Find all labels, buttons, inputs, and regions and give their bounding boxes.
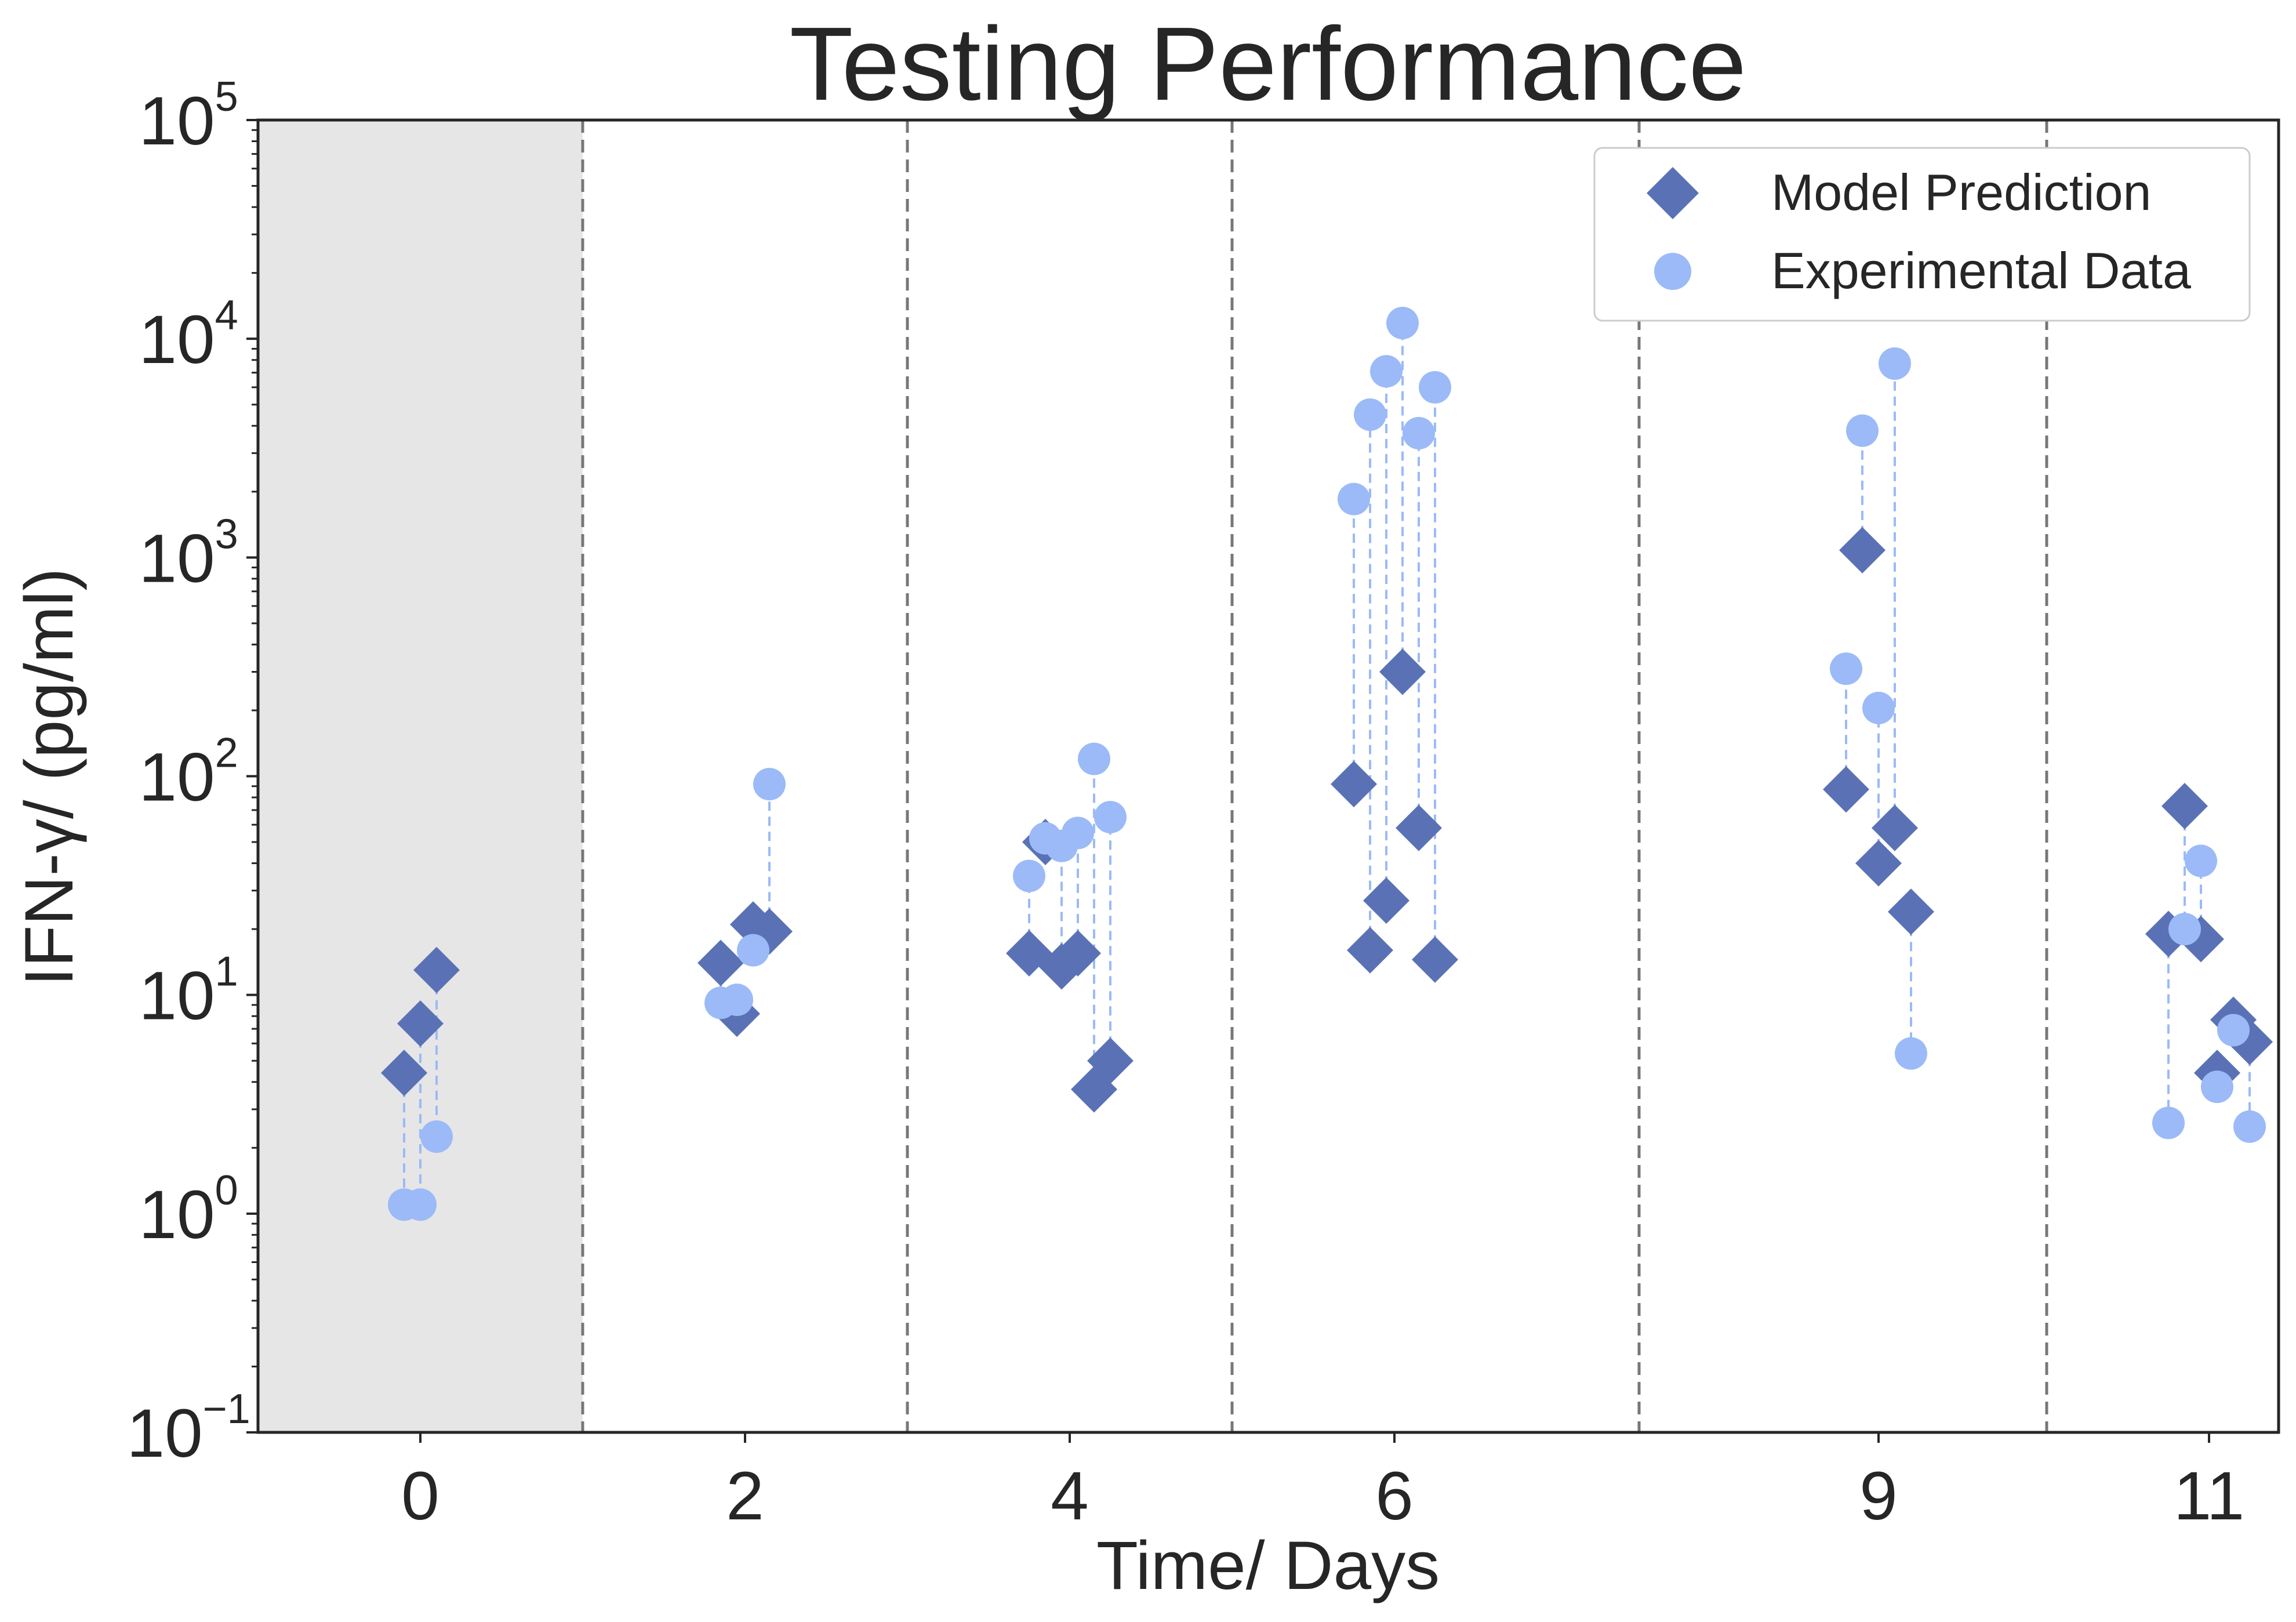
experimental-data-point	[737, 934, 769, 967]
y-tick-label: 100	[139, 1167, 238, 1253]
experimental-data-point	[1094, 801, 1127, 834]
x-tick-label: 9	[1859, 1458, 1898, 1534]
experimental-data-point	[1846, 414, 1879, 447]
model-prediction-point	[1872, 804, 1918, 851]
legend-exp-label: Experimental Data	[1771, 242, 2191, 299]
y-tick-base: 10	[126, 1395, 202, 1472]
y-tick-exponent: 4	[215, 292, 238, 339]
y-tick-label: 105	[139, 74, 238, 159]
y-tick-label: 104	[139, 292, 238, 378]
y-tick-base: 10	[139, 1177, 215, 1253]
model-prediction-point	[1331, 761, 1377, 808]
legend-box	[1593, 147, 2251, 322]
model-prediction-point	[381, 1050, 427, 1097]
legend: Model Prediction Experimental Data	[1593, 147, 2251, 322]
y-tick-exponent: 5	[215, 74, 238, 120]
legend-model-label: Model Prediction	[1771, 164, 2151, 221]
y-tick-label: 103	[139, 511, 238, 597]
y-axis-label: IFN-γ/ (pg/ml)	[11, 568, 88, 986]
legend-model-marker	[1647, 167, 1699, 219]
legend-exp-marker	[1654, 253, 1691, 290]
experimental-data-point	[1013, 859, 1045, 892]
y-tick-label: 10−1	[126, 1386, 250, 1472]
model-prediction-point	[2161, 783, 2208, 830]
y-tick-base: 10	[139, 83, 215, 159]
model-prediction-point	[1347, 927, 1393, 974]
experimental-data-point	[721, 984, 753, 1017]
y-tick-base: 10	[139, 302, 215, 378]
y-tick-base: 10	[139, 958, 215, 1035]
y-tick-exponent: −1	[203, 1386, 250, 1432]
y-tick-base: 10	[139, 739, 215, 816]
model-prediction-point	[1379, 648, 1426, 695]
experimental-data-point	[404, 1188, 437, 1221]
model-prediction-point	[413, 946, 460, 993]
shaded-region	[258, 120, 583, 1432]
experimental-data-point	[1338, 482, 1370, 516]
experimental-data-point	[1419, 371, 1451, 404]
x-axis-label: Time/ Days	[1096, 1527, 1440, 1604]
experimental-data-point	[1078, 742, 1110, 775]
experimental-data-point	[1370, 355, 1403, 388]
y-tick-base: 10	[139, 520, 215, 597]
experimental-data-point	[2201, 1071, 2233, 1104]
experimental-data-point	[1386, 307, 1419, 340]
chart-title: Testing Performance	[790, 6, 1747, 122]
experimental-data-point	[1895, 1037, 1927, 1070]
experimental-data-point	[1830, 652, 1862, 685]
x-tick-label: 0	[401, 1458, 439, 1534]
model-prediction-point	[1823, 766, 1869, 813]
model-prediction-point	[1412, 936, 1458, 983]
experimental-data-point	[1862, 691, 1895, 724]
x-tick-label: 6	[1375, 1458, 1414, 1534]
experimental-data-point	[2152, 1106, 2185, 1140]
model-prediction-point	[1888, 888, 1934, 935]
experimental-data-point	[1354, 398, 1386, 431]
experimental-data-point	[2233, 1110, 2266, 1143]
y-tick-label: 101	[139, 949, 238, 1035]
experimental-data-point	[1403, 417, 1435, 450]
y-tick-exponent: 1	[215, 949, 238, 995]
model-prediction-point	[1363, 877, 1409, 924]
model-prediction-point	[697, 939, 744, 986]
x-tick-label: 11	[2174, 1458, 2245, 1534]
experimental-data-point	[420, 1120, 453, 1153]
y-tick-exponent: 2	[215, 730, 238, 776]
model-prediction-point	[1855, 840, 1902, 887]
experimental-data-point	[2217, 1014, 2250, 1047]
model-prediction-point	[1087, 1037, 1134, 1084]
model-prediction-point	[1055, 930, 1101, 977]
model-prediction-point	[1839, 527, 1886, 574]
x-tick-label: 2	[726, 1458, 764, 1534]
y-tick-exponent: 0	[215, 1167, 238, 1214]
experimental-data-point	[2185, 844, 2217, 877]
experimental-data-point	[1062, 817, 1094, 850]
y-tick-label: 102	[139, 730, 238, 816]
y-tick-exponent: 3	[215, 511, 238, 557]
model-prediction-point	[1396, 804, 1442, 851]
experimental-data-point	[753, 768, 786, 801]
experimental-data-point	[2168, 913, 2201, 946]
x-tick-label: 4	[1051, 1458, 1089, 1534]
model-prediction-point	[397, 1000, 444, 1047]
experimental-data-point	[1879, 347, 1911, 380]
